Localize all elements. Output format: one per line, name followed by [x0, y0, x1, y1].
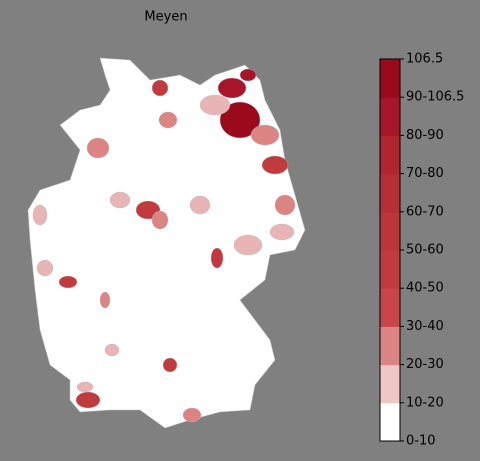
- region: [182, 407, 202, 423]
- region: [239, 68, 257, 82]
- colorbar-label: 60-70: [406, 204, 444, 219]
- colorbar-segment: [380, 250, 400, 289]
- colorbar-label: 90-106.5: [406, 90, 464, 105]
- colorbar-label: 20-30: [406, 357, 444, 372]
- colorbar-label: 40-50: [406, 281, 444, 296]
- region: [32, 204, 48, 226]
- region: [99, 291, 111, 309]
- region: [158, 111, 178, 129]
- colorbar-label: 106.5: [406, 52, 443, 67]
- region: [217, 77, 247, 99]
- colorbar-label: 10-20: [406, 395, 444, 410]
- region: [151, 79, 169, 97]
- colorbar-segment: [380, 173, 400, 213]
- colorbar-label: 80-90: [406, 128, 444, 143]
- region: [86, 137, 110, 159]
- region: [151, 210, 169, 230]
- colorbar: 0-10 10-20 20-30 30-40 40-50 50-60 60-70 70-80 8…: [379, 52, 464, 449]
- region: [269, 223, 295, 241]
- region: [104, 343, 120, 357]
- region: [75, 391, 101, 409]
- colorbar-segment: [380, 288, 400, 327]
- colorbar-segment: [380, 364, 400, 404]
- colorbar-segment: [380, 97, 400, 136]
- colorbar-segment: [380, 326, 400, 366]
- region: [109, 191, 131, 209]
- regions: [32, 68, 296, 423]
- region: [261, 155, 289, 175]
- region: [210, 247, 224, 269]
- region: [36, 259, 54, 277]
- region: [219, 101, 261, 139]
- region: [233, 234, 263, 256]
- region: [189, 195, 211, 215]
- colorbar-label: 70-80: [406, 166, 444, 181]
- colorbar-label: 50-60: [406, 243, 444, 258]
- region: [58, 275, 78, 289]
- colorbar-segment: [380, 211, 400, 251]
- colorbar-segment: [380, 135, 400, 175]
- region: [199, 94, 231, 116]
- map-title: Meyen: [144, 10, 187, 25]
- colorbar-segment: [380, 59, 400, 98]
- region: [250, 124, 280, 146]
- region: [76, 381, 94, 393]
- region: [274, 194, 296, 216]
- colorbar-segment: [380, 402, 400, 442]
- region: [162, 357, 178, 373]
- colorbar-label: 30-40: [406, 319, 444, 334]
- colorbar-label: 0-10: [406, 434, 436, 449]
